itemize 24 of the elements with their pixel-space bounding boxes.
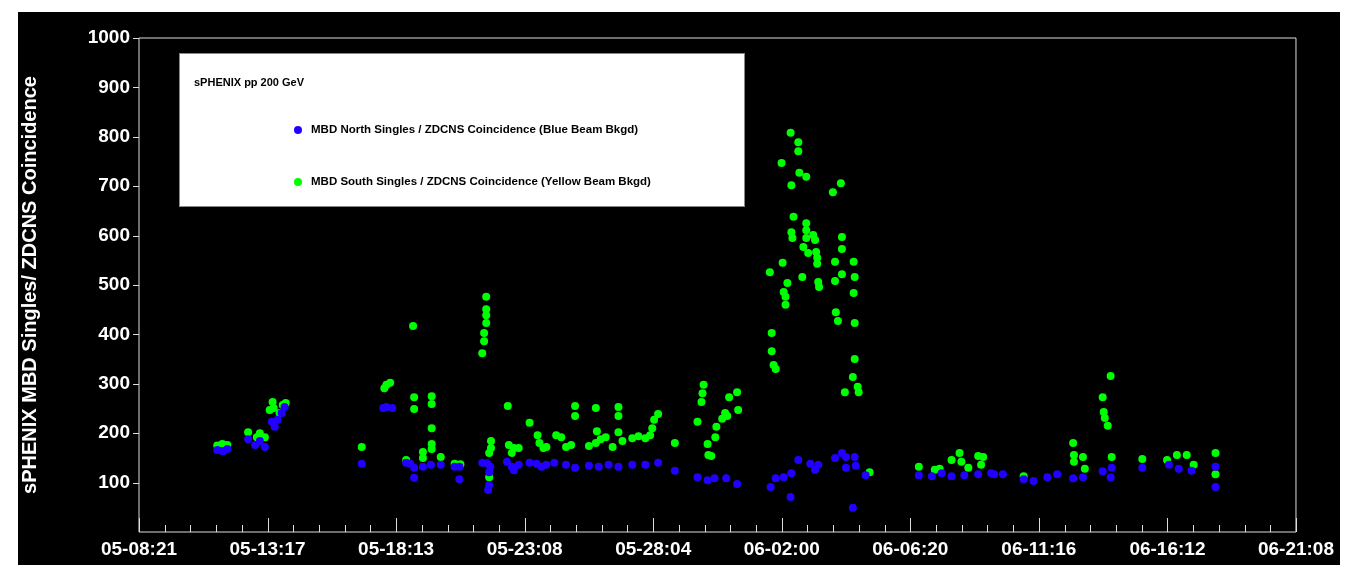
y-axis-title: sPHENIX MBD Singles/ ZDCNS Coincidence	[17, 76, 40, 494]
x-tick-label: 06-16:12	[1129, 537, 1206, 559]
x-tick-label: 05-23:08	[486, 537, 563, 559]
x-tick-label: 05-13:17	[229, 537, 306, 559]
y-tick-label: 1000	[87, 26, 130, 48]
y-tick-label: 100	[98, 470, 130, 492]
x-tick-label: 05-08:21	[100, 537, 178, 559]
y-tick-label: 900	[98, 75, 130, 97]
x-tick-label: 05-28:04	[615, 537, 692, 559]
legend-label: MBD North Singles / ZDCNS Coincidence (Blue Beam Bkgd)	[311, 123, 639, 135]
x-tick-label: 06-11:16	[1001, 537, 1077, 559]
y-tick-label: 300	[98, 372, 130, 394]
x-tick-label: 05-18:13	[358, 537, 435, 559]
x-tick-label: 06-02:00	[743, 537, 820, 559]
y-tick-label: 700	[98, 174, 130, 196]
legend-title: sPHENIX pp 200 GeV	[194, 76, 305, 88]
legend-label: MBD South Singles / ZDCNS Coincidence (Yellow Beam Bkgd)	[311, 175, 651, 187]
y-tick-label: 500	[98, 273, 130, 295]
y-tick-label: 200	[98, 421, 130, 443]
x-tick-label: 06-06:20	[872, 537, 949, 559]
x-tick-label: 06-21:08	[1257, 537, 1334, 559]
y-tick-label: 600	[98, 223, 130, 245]
y-tick-label: 800	[98, 125, 130, 147]
y-tick-label: 400	[98, 322, 130, 344]
